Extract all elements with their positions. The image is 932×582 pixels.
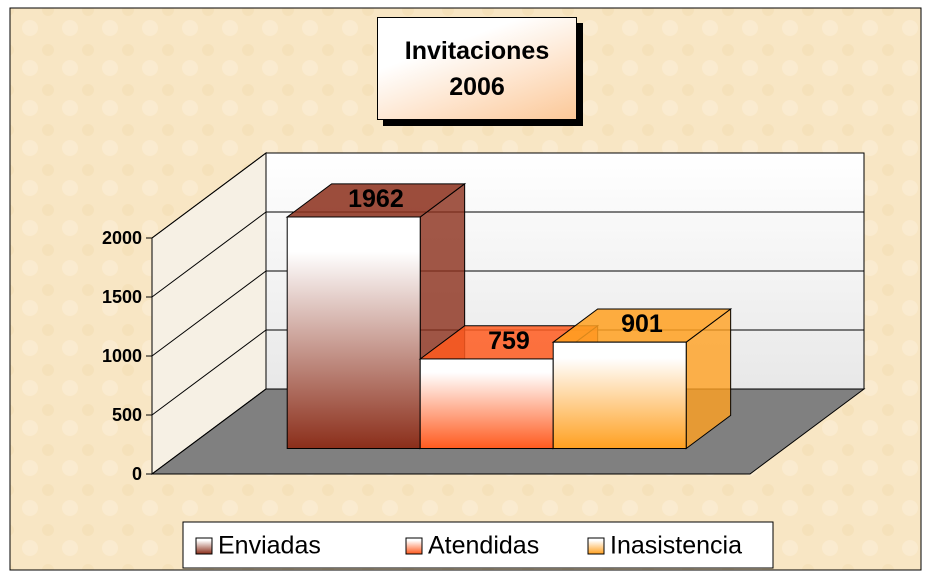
legend-swatch: [587, 537, 605, 555]
y-tick-label: 2000: [102, 228, 142, 248]
legend-swatch: [195, 537, 213, 555]
grid-line: [151, 211, 864, 298]
value-label: 901: [621, 310, 663, 338]
value-label: 1962: [348, 185, 404, 213]
grid-line: [151, 152, 864, 239]
legend-label: Inasistencia: [610, 532, 742, 560]
grid-line: [151, 270, 864, 357]
legend-label: Enviadas: [218, 532, 321, 560]
legend-swatch: [405, 537, 423, 555]
chart-title: Invitaciones 2006: [377, 17, 577, 120]
value-label: 759: [488, 327, 530, 355]
legend-label: Atendidas: [428, 532, 539, 560]
y-tick-label: 500: [112, 405, 142, 425]
bar: [552, 341, 687, 450]
legend-box: [182, 521, 774, 569]
bar: [419, 358, 554, 449]
y-tick-label: 1000: [102, 346, 142, 366]
y-tick-label: 0: [132, 464, 142, 484]
y-tick-label: 1500: [102, 287, 142, 307]
bar: [286, 216, 421, 449]
